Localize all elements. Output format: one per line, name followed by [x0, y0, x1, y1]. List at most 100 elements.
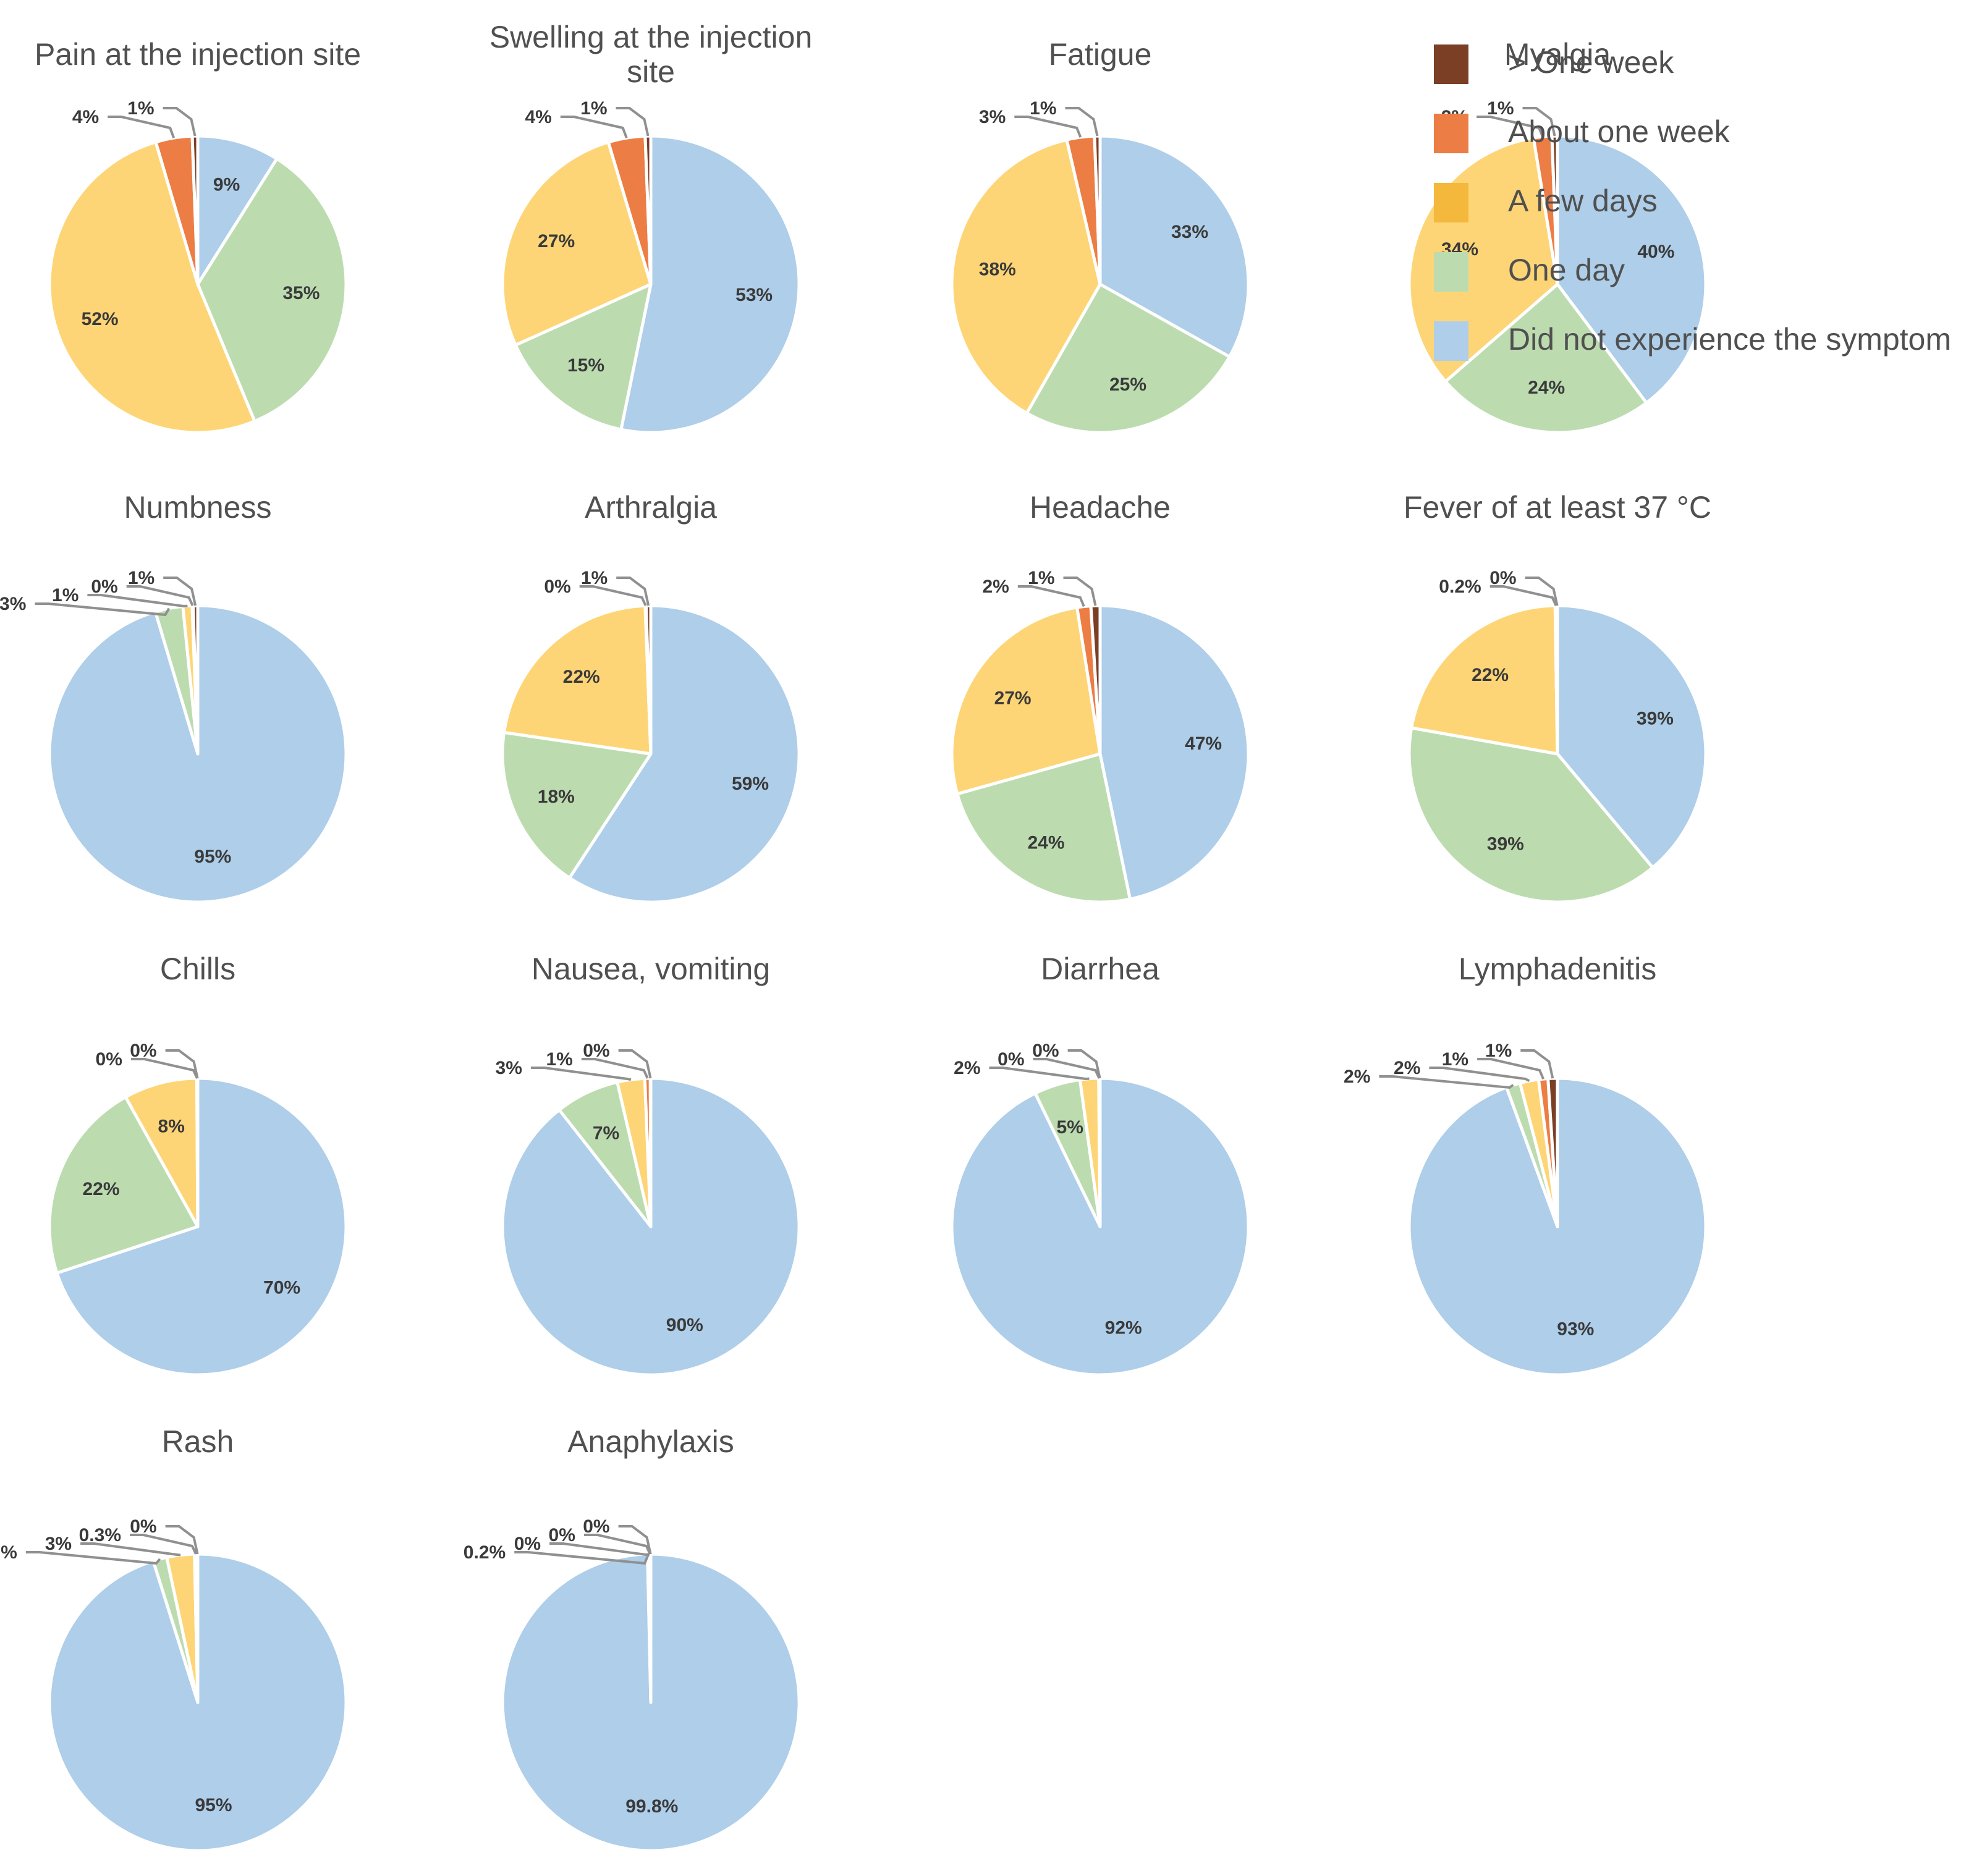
- slice-label: 15%: [567, 355, 604, 376]
- chart-title: Fever of at least 37 °C: [1404, 490, 1711, 525]
- slice-label: 39%: [1487, 834, 1524, 854]
- slice-label: 35%: [282, 283, 320, 303]
- chart-title-line: Chills: [160, 952, 235, 986]
- pie-slice-did-not-experience-the-symptom: [1556, 604, 1708, 869]
- pie-slice-a-few-days: [502, 604, 653, 756]
- slice-label: 0%: [583, 1516, 609, 1537]
- slice-label: 22%: [82, 1179, 119, 1199]
- chart-title: Nausea, vomiting: [532, 952, 770, 986]
- chart-title-line: Lymphadenitis: [1459, 952, 1657, 986]
- chart-title-line: Fever of at least 37 °C: [1404, 490, 1711, 525]
- slice-label: 95%: [194, 847, 231, 867]
- chart-title-line: Swelling at the injection: [489, 20, 813, 54]
- slice-label: 0.3%: [79, 1525, 121, 1545]
- slice-label: 1%: [546, 1049, 572, 1070]
- leader-line: [1017, 585, 1085, 607]
- pie-slice-one-week: [1089, 604, 1102, 756]
- pie-slice-did-not-experience-the-symptom: [55, 1076, 348, 1377]
- chart-title: Anaphylaxis: [567, 1424, 734, 1459]
- chart-title-line: Pain at the injection site: [35, 37, 361, 72]
- leader-line: [80, 1542, 181, 1557]
- legend-label: A few days: [1508, 184, 1658, 218]
- slice-label: 22%: [1472, 665, 1509, 685]
- slice-label: 92%: [1105, 1318, 1142, 1338]
- chart-title: Diarrhea: [1041, 952, 1159, 986]
- leader-line: [1429, 1067, 1530, 1083]
- pie-slice-one-week: [643, 134, 653, 286]
- leader-line: [618, 1049, 652, 1079]
- leader-line: [165, 1525, 199, 1555]
- pie-chart-headache: Headache 47% 24% 27% 2% 1%: [950, 490, 1250, 904]
- pie-chart-rash: Rash 95% 2% 3% 0.3% 0%: [0, 1424, 348, 1853]
- leader-line: [583, 1534, 651, 1555]
- slice-label: 27%: [538, 231, 575, 251]
- chart-title: Chills: [160, 952, 235, 986]
- pie-chart-anaphylaxis: Anaphylaxis 99.8% 0.2% 0% 0% 0%: [464, 1424, 801, 1853]
- leader-line: [165, 1049, 199, 1079]
- pie-slice-did-not-experience-the-symptom: [1098, 604, 1250, 901]
- slice-label: 52%: [82, 309, 119, 329]
- leader-line: [126, 585, 194, 606]
- leader-line: [1520, 1049, 1554, 1079]
- slice-label: 53%: [735, 285, 773, 305]
- slice-label: 4%: [525, 107, 551, 127]
- slice-label: 2%: [982, 577, 1009, 597]
- pie-chart-swelling-at-the-injection-site: Swelling at the injection site 53% 15% 27% 4%…: [489, 20, 813, 434]
- leader-line: [1489, 585, 1557, 606]
- pie-slice-one-week: [644, 604, 653, 756]
- pie-slice-a-few-days: [48, 140, 256, 434]
- slice-label: 3%: [496, 1058, 522, 1078]
- slice-label: 1%: [1030, 98, 1056, 119]
- slice-label: 47%: [1185, 733, 1222, 754]
- pie-slice-a-few-days: [1410, 604, 1559, 756]
- leader-line: [579, 585, 647, 606]
- leader-line: [1065, 107, 1099, 137]
- leader-line: [163, 577, 197, 606]
- pie-slice-did-not-experience-the-symptom: [1556, 134, 1708, 405]
- pie-slice-did-not-experience-the-symptom: [1098, 134, 1250, 358]
- chart-title: Rash: [162, 1424, 234, 1459]
- slice-label: 0%: [583, 1041, 609, 1061]
- chart-title: Swelling at the injection site: [489, 20, 813, 89]
- legend-label: Did not experience the symptom: [1508, 322, 1951, 357]
- leader-line: [581, 1058, 649, 1079]
- pie-chart-chills: Chills 70% 22% 8% 0% 0%: [48, 952, 348, 1377]
- chart-title: Myalgia: [1504, 37, 1611, 72]
- chart-title-line: Numbness: [124, 490, 272, 525]
- pie-slice-one-week: [648, 1552, 653, 1704]
- slice-label: 24%: [1528, 378, 1565, 398]
- legend-swatch-a-few-days: [1434, 183, 1468, 222]
- slice-label: 2%: [954, 1058, 980, 1078]
- slice-label: 0%: [1489, 568, 1516, 588]
- slice-label: 7%: [593, 1123, 619, 1144]
- leader-line: [530, 1067, 632, 1081]
- chart-title: Arthralgia: [585, 490, 717, 525]
- pie-chart-arthralgia: Arthralgia 59% 18% 22% 0% 1%: [501, 490, 801, 904]
- legend: > One week About one week A few days One da…: [1434, 44, 1951, 361]
- leader-line: [989, 1067, 1090, 1081]
- pie-slice-one-day: [1025, 282, 1231, 434]
- leader-line: [618, 1525, 652, 1555]
- leader-line: [163, 107, 197, 137]
- pie-slice-one-day: [48, 1095, 200, 1275]
- pie-chart-nausea-vomiting: Nausea, vomiting 90% 7% 3% 1% 0%: [496, 952, 801, 1377]
- slice-label: 0%: [1032, 1041, 1059, 1061]
- pie-chart-pain-at-the-injection-site: Pain at the injection site 9% 35% 52% 4% 1%: [35, 37, 361, 434]
- pie-slice-one-day: [196, 157, 348, 423]
- pie-slice-did-not-experience-the-symptom: [196, 134, 279, 286]
- slice-label: 1%: [1028, 568, 1054, 588]
- slice-label: 2%: [1394, 1058, 1420, 1078]
- leader-line: [1525, 577, 1559, 606]
- slice-label: 90%: [666, 1315, 703, 1335]
- slice-label: 4%: [72, 107, 99, 127]
- chart-title-line: Myalgia: [1504, 37, 1611, 72]
- leader-line: [1063, 577, 1097, 606]
- slice-label: 3%: [979, 107, 1006, 127]
- slice-label: 99.8%: [625, 1796, 678, 1817]
- leader-line: [549, 1542, 650, 1557]
- legend-label: About one week: [1508, 114, 1731, 149]
- pie-slice-one-week: [191, 604, 200, 756]
- slice-label: 3%: [45, 1534, 72, 1554]
